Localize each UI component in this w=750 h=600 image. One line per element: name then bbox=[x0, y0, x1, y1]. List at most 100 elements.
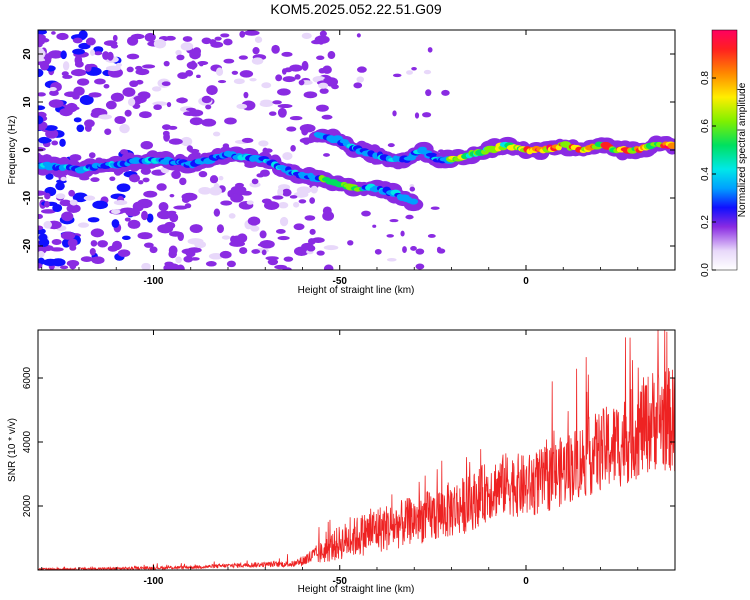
heatmap-cell bbox=[62, 61, 70, 71]
heatmap-cell bbox=[76, 78, 90, 86]
snr-frame bbox=[37, 329, 676, 571]
heatmap-cell bbox=[50, 247, 64, 252]
heatmap-cell bbox=[251, 249, 261, 254]
heatmap-cell bbox=[267, 258, 279, 266]
heatmap-cell bbox=[322, 65, 332, 74]
heatmap-cell bbox=[69, 154, 82, 162]
heatmap-cell bbox=[425, 89, 432, 97]
heatmap-cell bbox=[42, 258, 59, 267]
heatmap-cell bbox=[281, 68, 287, 75]
heatmap-cell bbox=[323, 245, 339, 251]
spectrogram-heatmap bbox=[38, 30, 675, 270]
heatmap-cell bbox=[239, 247, 248, 254]
heatmap-cell bbox=[90, 49, 95, 56]
heatmap-cell bbox=[79, 94, 94, 105]
heatmap-cell bbox=[306, 245, 316, 252]
heatmap-cell bbox=[293, 223, 305, 231]
spectrogram-x-tick-label: 0 bbox=[523, 276, 529, 287]
heatmap-cell bbox=[140, 167, 152, 175]
heatmap-cell bbox=[186, 61, 198, 70]
heatmap-cell bbox=[84, 119, 95, 128]
heatmap-cell bbox=[251, 178, 259, 185]
heatmap-cell bbox=[307, 238, 316, 245]
heatmap-cell bbox=[180, 136, 193, 147]
heatmap-cell bbox=[309, 228, 316, 235]
heatmap-cell bbox=[183, 111, 196, 116]
heatmap-cell bbox=[409, 186, 416, 192]
heatmap-cell bbox=[103, 84, 110, 89]
heatmap-cell bbox=[280, 113, 286, 118]
heatmap-cell bbox=[327, 51, 336, 60]
heatmap-cell bbox=[246, 200, 254, 205]
snr-y-tick-label: 2000 bbox=[22, 494, 33, 517]
heatmap-cell bbox=[102, 51, 110, 60]
heatmap-cell bbox=[84, 64, 92, 72]
heatmap-cell bbox=[68, 189, 76, 197]
heatmap-cell bbox=[151, 86, 162, 92]
heatmap-cell bbox=[38, 92, 46, 97]
heatmap-cell bbox=[279, 216, 289, 227]
snr-axes: -100 -50 0 2000 4000 6000 bbox=[22, 330, 676, 587]
heatmap-cell bbox=[220, 33, 230, 38]
heatmap-cell bbox=[301, 127, 309, 136]
heatmap-cell bbox=[51, 140, 59, 146]
heatmap-cell bbox=[89, 247, 96, 256]
heatmap-cell bbox=[415, 263, 425, 270]
snr-x-tick-label: -50 bbox=[333, 576, 348, 587]
spectrogram-y-tick-label: -10 bbox=[22, 190, 33, 205]
heatmap-cell bbox=[48, 99, 64, 108]
heatmap-cell bbox=[124, 109, 132, 117]
heatmap-cell bbox=[236, 103, 248, 110]
heatmap-cell bbox=[67, 238, 78, 248]
heatmap-cell bbox=[142, 64, 156, 69]
heatmap-cell bbox=[277, 236, 290, 241]
heatmap-cell bbox=[38, 225, 44, 231]
heatmap-cell bbox=[427, 47, 433, 53]
heatmap-cell bbox=[38, 250, 45, 258]
heatmap-cell bbox=[212, 131, 221, 137]
heatmap-cell bbox=[51, 238, 62, 246]
heatmap-cell bbox=[261, 198, 272, 204]
heatmap-cell bbox=[78, 42, 91, 50]
heatmap-cell bbox=[93, 46, 104, 53]
spectrogram-x-tick-label: -50 bbox=[333, 276, 348, 287]
heatmap-cell bbox=[111, 209, 121, 215]
heatmap-cell bbox=[141, 210, 148, 221]
heatmap-cell bbox=[59, 265, 69, 270]
spectrogram-y-tick-label: 20 bbox=[22, 48, 33, 60]
heatmap-cell bbox=[49, 87, 57, 92]
heatmap-cell bbox=[319, 30, 327, 37]
heatmap-cell bbox=[275, 74, 283, 82]
heatmap-cell bbox=[177, 72, 188, 79]
heatmap-cell bbox=[176, 97, 188, 104]
heatmap-cell bbox=[44, 125, 58, 131]
heatmap-cell bbox=[140, 140, 153, 150]
heatmap-cell bbox=[163, 132, 170, 142]
heatmap-cell bbox=[186, 145, 193, 152]
heatmap-cell bbox=[293, 246, 309, 257]
heatmap-cell bbox=[238, 55, 248, 60]
heatmap-cell bbox=[289, 64, 303, 72]
heatmap-cell bbox=[259, 230, 267, 239]
heatmap-cell bbox=[185, 250, 196, 258]
heatmap-cell bbox=[129, 80, 139, 88]
heatmap-cell bbox=[110, 43, 119, 49]
heatmap-cell bbox=[321, 114, 333, 120]
heatmap-cell bbox=[198, 170, 208, 178]
heatmap-cell bbox=[142, 177, 150, 183]
heatmap-cell bbox=[143, 242, 154, 248]
heatmap-cell bbox=[111, 219, 120, 228]
heatmap-cell bbox=[347, 240, 354, 246]
heatmap-cell bbox=[400, 230, 405, 237]
snr-x-tick-label: 0 bbox=[523, 576, 529, 587]
heatmap-cell bbox=[168, 249, 177, 259]
heatmap-cell bbox=[231, 70, 239, 75]
heatmap-cell bbox=[138, 180, 144, 185]
heatmap-cell bbox=[201, 118, 217, 127]
heatmap-cell bbox=[44, 192, 51, 200]
heatmap-cell bbox=[70, 69, 87, 77]
heatmap-cell bbox=[38, 142, 43, 148]
heatmap-cell bbox=[189, 224, 203, 234]
heatmap-cell bbox=[282, 76, 296, 83]
heatmap-cell bbox=[171, 170, 181, 180]
